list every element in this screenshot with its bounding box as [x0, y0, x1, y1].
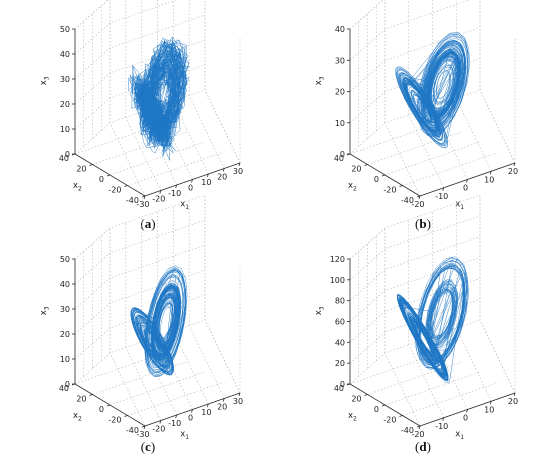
chart-panel-c: -30-20-100102030-40-200204001020304050x1… — [39, 194, 243, 454]
y-tick-label: 40 — [59, 154, 69, 163]
x-axis-label: x1 — [455, 429, 464, 441]
y-tick-label: -20 — [108, 416, 121, 425]
z-tick-label: 40 — [335, 338, 345, 347]
panel-caption: (b) — [415, 216, 431, 231]
x-tick-label: -20 — [411, 200, 424, 209]
x-tick-label: 20 — [217, 403, 227, 412]
trajectory-series — [130, 265, 188, 378]
x-tick-label: 0 — [463, 184, 468, 193]
x-tick-label: -10 — [435, 192, 448, 201]
x-tick-label: 10 — [484, 175, 494, 184]
y-tick-label: 0 — [374, 405, 379, 414]
x-tick-label: 30 — [233, 397, 243, 406]
z-tick-label: 120 — [330, 255, 345, 264]
x-tick-label: 10 — [201, 408, 211, 417]
chart-panel-d: -20-1001020-40-2002040020406080100120x1x… — [314, 194, 518, 454]
z-tick-label: 40 — [60, 50, 70, 59]
x-tick-label: -30 — [136, 430, 149, 439]
x-tick-label: -20 — [152, 195, 165, 204]
x-tick-label: 20 — [217, 173, 227, 182]
x-tick-label: 30 — [233, 167, 243, 176]
x-axis-label: x1 — [180, 429, 189, 441]
y-tick-label: 0 — [99, 405, 104, 414]
axes: -20-1001020-40-2002040020406080100120x1x… — [314, 255, 518, 441]
y-tick-label: -40 — [401, 196, 414, 205]
x-tick-label: 0 — [463, 414, 468, 423]
chart-panel-a: -30-20-100102030-40-200204001020304050x1… — [39, 0, 243, 231]
panel-caption: (a) — [140, 216, 155, 231]
y-tick-label: -40 — [401, 426, 414, 435]
z-tick-label: 10 — [335, 119, 345, 128]
y-axis-label: x2 — [73, 181, 82, 193]
z-tick-label: 20 — [60, 100, 70, 109]
x-tick-label: 20 — [508, 167, 518, 176]
x-tick-label: 10 — [201, 178, 211, 187]
panel-caption: (d) — [415, 439, 431, 454]
y-tick-label: 0 — [99, 175, 104, 184]
x-tick-label: -10 — [168, 419, 181, 428]
y-tick-label: 40 — [334, 154, 344, 163]
y-tick-label: -20 — [108, 186, 121, 195]
z-tick-label: 60 — [335, 318, 345, 327]
z-tick-label: 40 — [60, 280, 70, 289]
y-tick-label: 40 — [334, 384, 344, 393]
trajectory-series — [396, 256, 469, 384]
grid — [349, 194, 516, 427]
y-tick-label: 20 — [351, 395, 361, 404]
z-tick-label: 0 — [340, 380, 345, 389]
y-tick-label: -20 — [383, 416, 396, 425]
x-tick-label: 10 — [484, 405, 494, 414]
z-tick-label: 50 — [60, 255, 70, 264]
z-tick-label: 20 — [60, 330, 70, 339]
y-axis-label: x2 — [73, 411, 82, 423]
z-axis-label: x3 — [39, 306, 51, 315]
axes: -30-20-100102030-40-200204001020304050x1… — [39, 25, 243, 211]
z-tick-label: 50 — [60, 25, 70, 34]
z-tick-label: 30 — [60, 305, 70, 314]
axes: -30-20-100102030-40-200204001020304050x1… — [39, 255, 243, 441]
grid — [349, 0, 516, 197]
z-tick-label: 20 — [335, 359, 345, 368]
x-tick-label: 0 — [188, 184, 193, 193]
x-tick-label: -10 — [435, 422, 448, 431]
z-tick-label: 40 — [335, 25, 345, 34]
z-tick-label: 10 — [60, 355, 70, 364]
x-tick-label: -20 — [411, 430, 424, 439]
x-tick-label: -30 — [136, 200, 149, 209]
y-tick-label: -20 — [383, 186, 396, 195]
y-tick-label: 20 — [351, 165, 361, 174]
y-tick-label: 20 — [76, 395, 86, 404]
y-axis-label: x2 — [348, 411, 357, 423]
z-axis-label: x3 — [39, 76, 51, 85]
x-tick-label: 20 — [508, 397, 518, 406]
z-tick-label: 0 — [65, 150, 70, 159]
z-tick-label: 80 — [335, 297, 345, 306]
panel-caption: (c) — [141, 439, 155, 454]
y-tick-label: -40 — [126, 196, 139, 205]
z-axis-label: x3 — [314, 306, 326, 315]
x-tick-label: -10 — [168, 189, 181, 198]
z-tick-label: 0 — [340, 150, 345, 159]
z-tick-label: 30 — [335, 56, 345, 65]
z-tick-label: 0 — [65, 380, 70, 389]
y-axis-label: x2 — [348, 181, 357, 193]
x-axis-label: x1 — [455, 199, 464, 211]
y-tick-label: 0 — [374, 175, 379, 184]
x-axis-label: x1 — [180, 199, 189, 211]
x-tick-label: -20 — [152, 425, 165, 434]
z-tick-label: 10 — [60, 125, 70, 134]
z-tick-label: 100 — [330, 276, 345, 285]
y-tick-label: 20 — [76, 165, 86, 174]
trajectory-series — [128, 36, 190, 161]
z-tick-label: 30 — [60, 75, 70, 84]
y-tick-label: -40 — [126, 426, 139, 435]
z-axis-label: x3 — [314, 76, 326, 85]
x-tick-label: 0 — [188, 414, 193, 423]
z-tick-label: 20 — [335, 88, 345, 97]
trajectory-series — [395, 32, 470, 149]
y-tick-label: 40 — [59, 384, 69, 393]
